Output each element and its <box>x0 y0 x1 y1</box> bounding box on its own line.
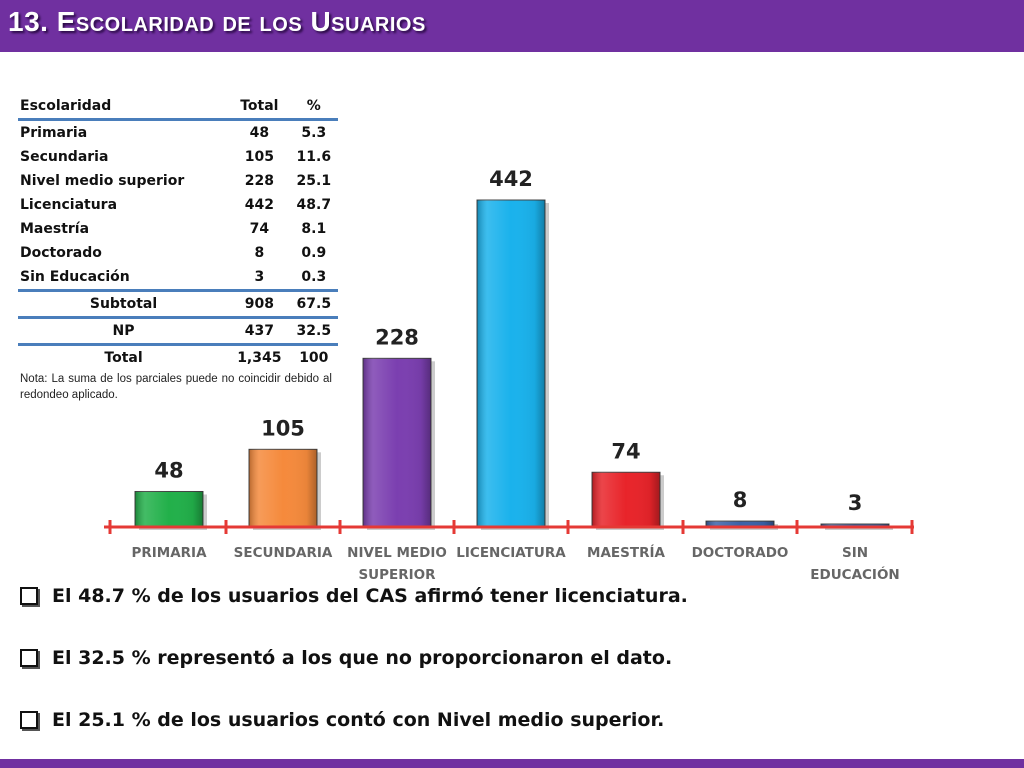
category-tick-label: LICENCIATURA <box>456 545 566 561</box>
total-row: Total 1,345 100 <box>18 344 338 371</box>
cell-label: Nivel medio superior <box>20 173 185 189</box>
table-row: Maestría 74 8.1 <box>18 217 338 241</box>
header-escolaridad: Escolaridad <box>20 98 112 114</box>
subtotal-row: Subtotal 908 67.5 <box>18 290 338 318</box>
cell-label: Sin Educación <box>20 269 130 285</box>
cell-percent: 0.3 <box>301 269 327 285</box>
cell-percent: 100 <box>299 350 329 366</box>
bar-highlight <box>706 521 774 527</box>
cell-percent: 5.3 <box>301 125 327 141</box>
header-total: Total <box>240 98 279 114</box>
cell-percent: 8.1 <box>301 221 327 237</box>
table-row: Sin Educación 3 0.3 <box>18 265 338 291</box>
cell-total: 74 <box>249 221 270 237</box>
category-tick-label: SECUNDARIA <box>234 545 333 561</box>
data-label: 105 <box>261 416 305 440</box>
checkbox-bullet-icon <box>20 711 38 729</box>
cell-total: 437 <box>244 323 274 339</box>
category-tick-label: DOCTORADO <box>692 545 789 561</box>
cell-percent: 32.5 <box>296 323 332 339</box>
cell-label: Subtotal <box>89 296 158 312</box>
table-row: Nivel medio superior 228 25.1 <box>18 169 338 193</box>
bullet-text: El 48.7 % de los usuarios del CAS afirmó… <box>52 585 688 607</box>
data-label: 3 <box>848 491 863 515</box>
cell-label: Secundaria <box>20 149 109 165</box>
bullet-item: El 32.5 % representó a los que no propor… <box>20 647 672 669</box>
category-tick-label: SUPERIOR <box>358 567 436 583</box>
cell-total: 442 <box>244 197 274 213</box>
bar-highlight <box>135 491 203 527</box>
bar-highlight <box>477 200 545 527</box>
checkbox-bullet-icon <box>20 649 38 667</box>
cell-total: 908 <box>244 296 274 312</box>
header-percent: % <box>306 98 321 114</box>
data-label: 442 <box>489 167 533 191</box>
cell-total: 105 <box>244 149 274 165</box>
bullet-text: El 25.1 % de los usuarios contó con Nive… <box>52 709 665 731</box>
bottom-bar <box>0 759 1024 768</box>
checkbox-bullet-icon <box>20 587 38 605</box>
page-title: 13. Escolaridad de los Usuarios <box>8 6 426 37</box>
cell-percent: 48.7 <box>296 197 332 213</box>
x-axis <box>104 520 914 534</box>
cell-label: Maestría <box>20 221 90 237</box>
bar-highlight <box>363 358 431 527</box>
data-label: 48 <box>154 458 183 482</box>
bullet-item: El 25.1 % de los usuarios contó con Nive… <box>20 709 664 731</box>
cell-total: 8 <box>254 245 265 261</box>
labels-group: 48 PRIMARIA 105 SECUNDARIA 228 NIVEL MEDIO SUP… <box>131 167 899 583</box>
category-tick-label: MAESTRÍA <box>587 544 665 561</box>
bullet-text: El 32.5 % representó a los que no propor… <box>52 647 673 669</box>
cell-label: Total <box>104 350 143 366</box>
cell-percent: 0.9 <box>301 245 327 261</box>
cell-label: Doctorado <box>20 245 102 261</box>
table-row: Secundaria 105 11.6 <box>18 145 338 169</box>
bar-highlight <box>592 472 660 527</box>
summary-table: Escolaridad Total % Primaria 48 5.3 Secu… <box>18 94 338 370</box>
cell-total: 3 <box>254 269 265 285</box>
np-row: NP 437 32.5 <box>18 317 338 345</box>
category-tick-label: PRIMARIA <box>131 545 207 561</box>
data-label: 228 <box>375 325 419 349</box>
cell-percent: 25.1 <box>296 173 332 189</box>
table-header-row: Escolaridad Total % <box>18 94 338 120</box>
table-note: Nota: La suma de los parciales puede no … <box>20 373 332 401</box>
cell-total: 228 <box>244 173 274 189</box>
category-tick-label: SIN <box>842 545 868 561</box>
category-tick-label: EDUCACIÓN <box>810 565 899 583</box>
cell-label: NP <box>112 323 135 339</box>
bars-group <box>134 199 893 530</box>
bullet-item: El 48.7 % de los usuarios del CAS afirmó… <box>20 585 688 607</box>
cell-label: Licenciatura <box>20 197 118 213</box>
cell-percent: 11.6 <box>296 149 332 165</box>
title-bar: 13. Escolaridad de los Usuarios <box>0 0 1024 52</box>
table-row: Primaria 48 5.3 <box>18 120 338 146</box>
cell-percent: 67.5 <box>296 296 332 312</box>
category-tick-label: NIVEL MEDIO <box>347 545 447 561</box>
bar-highlight <box>249 449 317 527</box>
cell-total: 48 <box>249 125 270 141</box>
cell-label: Primaria <box>20 125 88 141</box>
cell-total: 1,345 <box>237 350 282 366</box>
data-label: 8 <box>733 488 748 512</box>
table-row: Licenciatura 442 48.7 <box>18 193 338 217</box>
table-row: Doctorado 8 0.9 <box>18 241 338 265</box>
data-label: 74 <box>611 439 640 463</box>
